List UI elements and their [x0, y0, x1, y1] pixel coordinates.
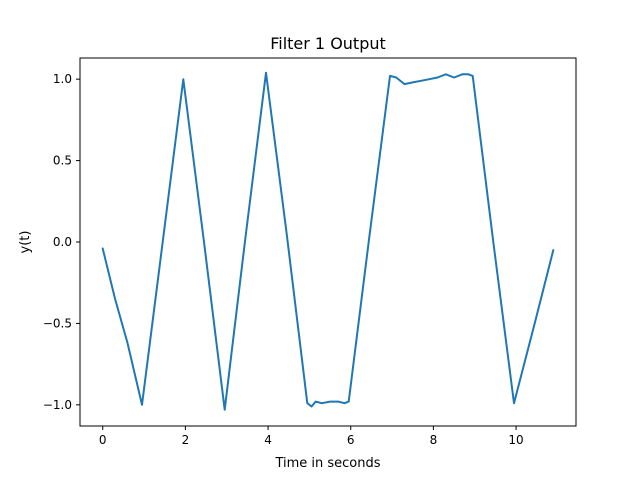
series-line [101, 71, 555, 411]
plot-area [101, 71, 555, 411]
chart-title: Filter 1 Output [270, 34, 386, 53]
x-tick-label: 4 [264, 433, 272, 447]
x-tick-label: 8 [430, 433, 438, 447]
y-tick-label: 1.0 [53, 72, 72, 86]
y-tick-label: −1.0 [43, 398, 72, 412]
x-axis-label: Time in seconds [274, 456, 380, 471]
x-axis: 0 2 4 6 8 10 [99, 426, 524, 447]
y-tick-label: −0.5 [43, 316, 72, 330]
x-tick-label: 6 [347, 433, 355, 447]
y-tick-label: 0.5 [53, 154, 72, 168]
y-axis-label: y(t) [18, 231, 33, 254]
x-tick-label: 0 [99, 433, 107, 447]
y-axis: −1.0 −0.5 0.0 0.5 1.0 [43, 72, 80, 412]
x-tick-label: 10 [508, 433, 523, 447]
x-tick-label: 2 [182, 433, 190, 447]
y-tick-label: 0.0 [53, 235, 72, 249]
